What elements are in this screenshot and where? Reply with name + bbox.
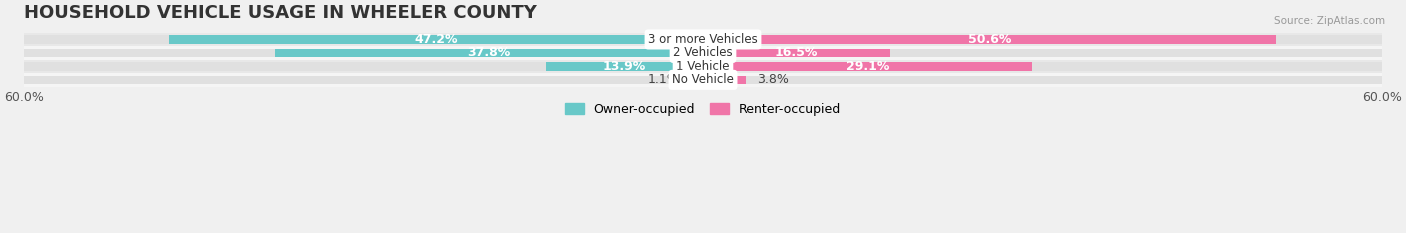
Text: 16.5%: 16.5% — [775, 46, 818, 59]
Bar — [24, 73, 1382, 87]
Bar — [24, 60, 1382, 73]
Bar — [24, 33, 1382, 46]
Text: 50.6%: 50.6% — [967, 33, 1011, 46]
Bar — [703, 76, 1382, 84]
Bar — [24, 62, 703, 71]
Bar — [703, 76, 747, 84]
Bar — [169, 35, 703, 44]
Bar — [690, 76, 703, 84]
Text: 29.1%: 29.1% — [846, 60, 890, 73]
Text: 2 Vehicles: 2 Vehicles — [673, 46, 733, 59]
Bar — [703, 35, 1382, 44]
Bar — [24, 46, 1382, 60]
Text: Source: ZipAtlas.com: Source: ZipAtlas.com — [1274, 16, 1385, 26]
Bar — [24, 49, 703, 57]
Bar — [703, 62, 1382, 71]
Bar — [24, 76, 703, 84]
Bar — [703, 62, 1032, 71]
Text: 47.2%: 47.2% — [415, 33, 458, 46]
Bar — [703, 49, 1382, 57]
Bar — [276, 49, 703, 57]
Text: No Vehicle: No Vehicle — [672, 73, 734, 86]
Text: HOUSEHOLD VEHICLE USAGE IN WHEELER COUNTY: HOUSEHOLD VEHICLE USAGE IN WHEELER COUNT… — [24, 4, 537, 22]
Text: 37.8%: 37.8% — [468, 46, 510, 59]
Text: 13.9%: 13.9% — [603, 60, 645, 73]
Bar — [703, 49, 890, 57]
Text: 1.1%: 1.1% — [648, 73, 679, 86]
Text: 1 Vehicle: 1 Vehicle — [676, 60, 730, 73]
Bar — [703, 35, 1275, 44]
Legend: Owner-occupied, Renter-occupied: Owner-occupied, Renter-occupied — [560, 98, 846, 121]
Bar — [546, 62, 703, 71]
Text: 3 or more Vehicles: 3 or more Vehicles — [648, 33, 758, 46]
Bar — [24, 35, 703, 44]
Text: 3.8%: 3.8% — [758, 73, 789, 86]
